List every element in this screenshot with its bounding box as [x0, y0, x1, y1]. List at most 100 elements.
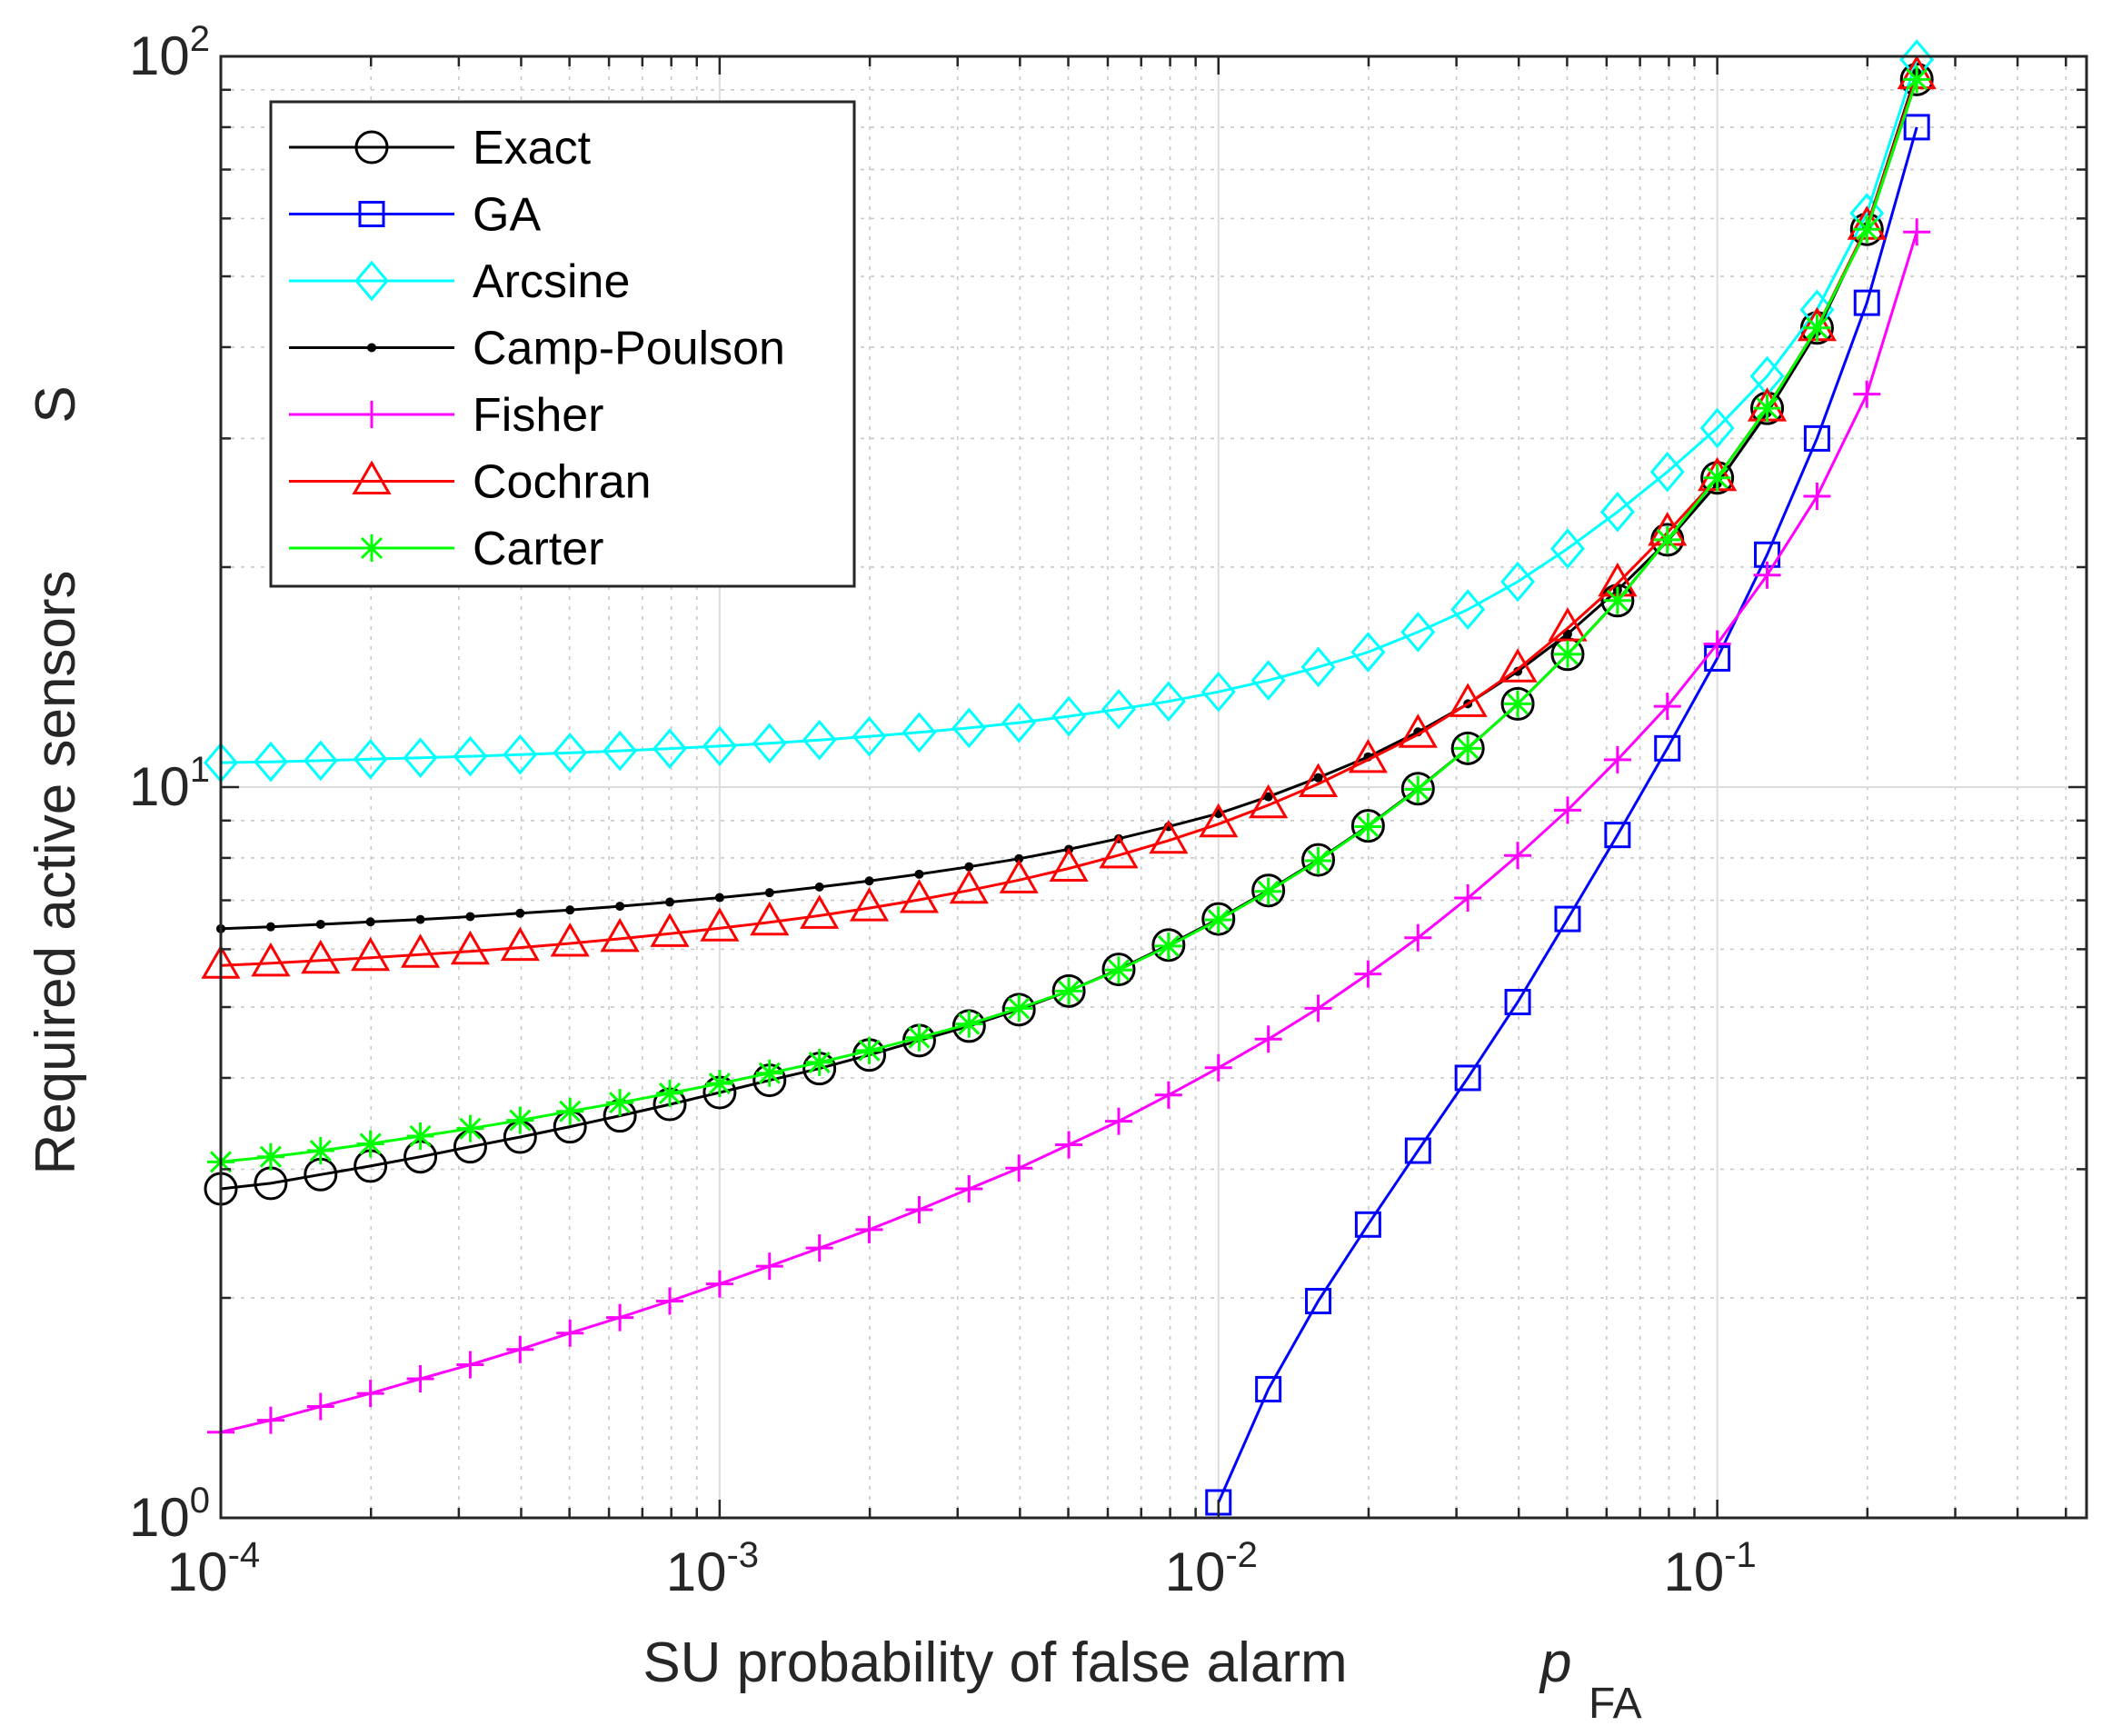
data-point — [1250, 660, 1286, 701]
data-point — [406, 1122, 434, 1150]
data-point — [764, 888, 774, 898]
data-point — [301, 939, 341, 974]
data-point — [1654, 734, 1681, 762]
data-point — [606, 1089, 634, 1117]
data-point — [899, 879, 940, 913]
data-point — [600, 917, 640, 953]
data-point — [955, 1175, 983, 1202]
x-axis-title: SU probability of false alarm — [643, 1631, 1347, 1694]
data-point — [1853, 380, 1881, 408]
data-point — [655, 1287, 683, 1315]
legend-entry: Camp-Poulson — [289, 323, 785, 375]
data-point — [1254, 877, 1282, 905]
data-point — [752, 723, 787, 764]
data-point — [1400, 612, 1436, 653]
data-point — [615, 902, 625, 912]
data-point — [702, 725, 737, 767]
data-point — [864, 876, 874, 886]
data-point — [1304, 994, 1332, 1023]
data-point — [303, 740, 338, 782]
data-point — [849, 887, 890, 922]
data-point — [1703, 630, 1731, 658]
data-point — [951, 707, 987, 749]
data-point — [755, 1059, 783, 1087]
data-point — [556, 1097, 584, 1125]
data-point — [1500, 686, 1535, 721]
data-point — [353, 738, 388, 780]
series-carter — [207, 65, 1931, 1176]
data-point — [905, 1196, 933, 1224]
data-point — [1699, 407, 1735, 449]
x-tick-label: 10-4 — [167, 1535, 260, 1602]
legend-swatch-marker — [354, 260, 389, 302]
data-point — [1803, 314, 1831, 342]
legend-label: Arcsine — [473, 255, 630, 308]
data-point — [705, 1070, 733, 1098]
data-point — [603, 730, 638, 772]
data-point — [400, 933, 441, 968]
data-point — [750, 901, 790, 936]
data-point — [1204, 906, 1232, 934]
data-point — [1105, 1107, 1132, 1135]
legend-swatch-marker — [354, 130, 389, 165]
data-point — [705, 1270, 733, 1298]
y-tick-label: 102 — [129, 19, 210, 86]
data-point — [1001, 993, 1036, 1027]
legend-swatch-marker — [352, 460, 392, 494]
grid — [221, 56, 2087, 1518]
data-point — [506, 1335, 534, 1363]
data-point — [500, 926, 540, 962]
legend-swatch-marker — [367, 343, 376, 353]
data-point — [855, 1036, 883, 1064]
data-point — [465, 912, 475, 922]
data-point — [1803, 483, 1831, 511]
data-point — [1550, 528, 1585, 569]
data-point — [905, 1023, 933, 1052]
series-line — [220, 75, 1918, 967]
ticks — [219, 55, 2087, 1520]
data-point — [814, 882, 824, 892]
data-point — [1853, 215, 1881, 244]
data-point — [805, 1048, 833, 1076]
data-point — [403, 737, 438, 778]
data-point — [1504, 842, 1532, 870]
x-axis-subscript: FA — [1589, 1680, 1642, 1728]
legend-swatch-marker — [358, 534, 385, 562]
data-point — [253, 741, 288, 783]
data-point — [949, 869, 989, 904]
data-point — [365, 917, 375, 927]
data-point — [1649, 451, 1685, 493]
data-point — [251, 942, 291, 977]
data-point — [1051, 695, 1087, 737]
data-point — [1448, 683, 1488, 717]
legend-box — [269, 100, 856, 588]
data-point — [1903, 114, 1930, 141]
data-point — [1350, 809, 1385, 843]
data-point — [550, 923, 590, 957]
data-point — [456, 1351, 484, 1379]
data-point — [1703, 464, 1731, 492]
legend-label: Carter — [473, 523, 603, 575]
series-line — [1217, 126, 1918, 1503]
data-point — [1398, 713, 1438, 748]
data-point — [1313, 773, 1323, 783]
legend-entry: Arcsine — [289, 255, 630, 308]
x-axis-symbol: p — [1539, 1631, 1571, 1694]
data-point — [1105, 956, 1132, 984]
data-point — [1604, 822, 1631, 849]
data-point — [1348, 738, 1388, 773]
y-tick-label: 101 — [129, 750, 210, 817]
series-fisher — [207, 218, 1931, 1446]
data-point — [1305, 1287, 1332, 1314]
data-point — [553, 732, 588, 773]
data-point — [1404, 1137, 1431, 1164]
y-axis-title: Required active sensors — [25, 570, 87, 1174]
data-point — [1055, 1131, 1083, 1159]
data-point — [415, 914, 425, 924]
data-point — [1454, 884, 1482, 913]
data-point — [1548, 607, 1588, 642]
data-point — [1553, 796, 1581, 824]
data-point — [1603, 586, 1631, 614]
y-tick-label: 100 — [129, 1481, 210, 1548]
x-tick-label: 10-2 — [1165, 1535, 1258, 1602]
